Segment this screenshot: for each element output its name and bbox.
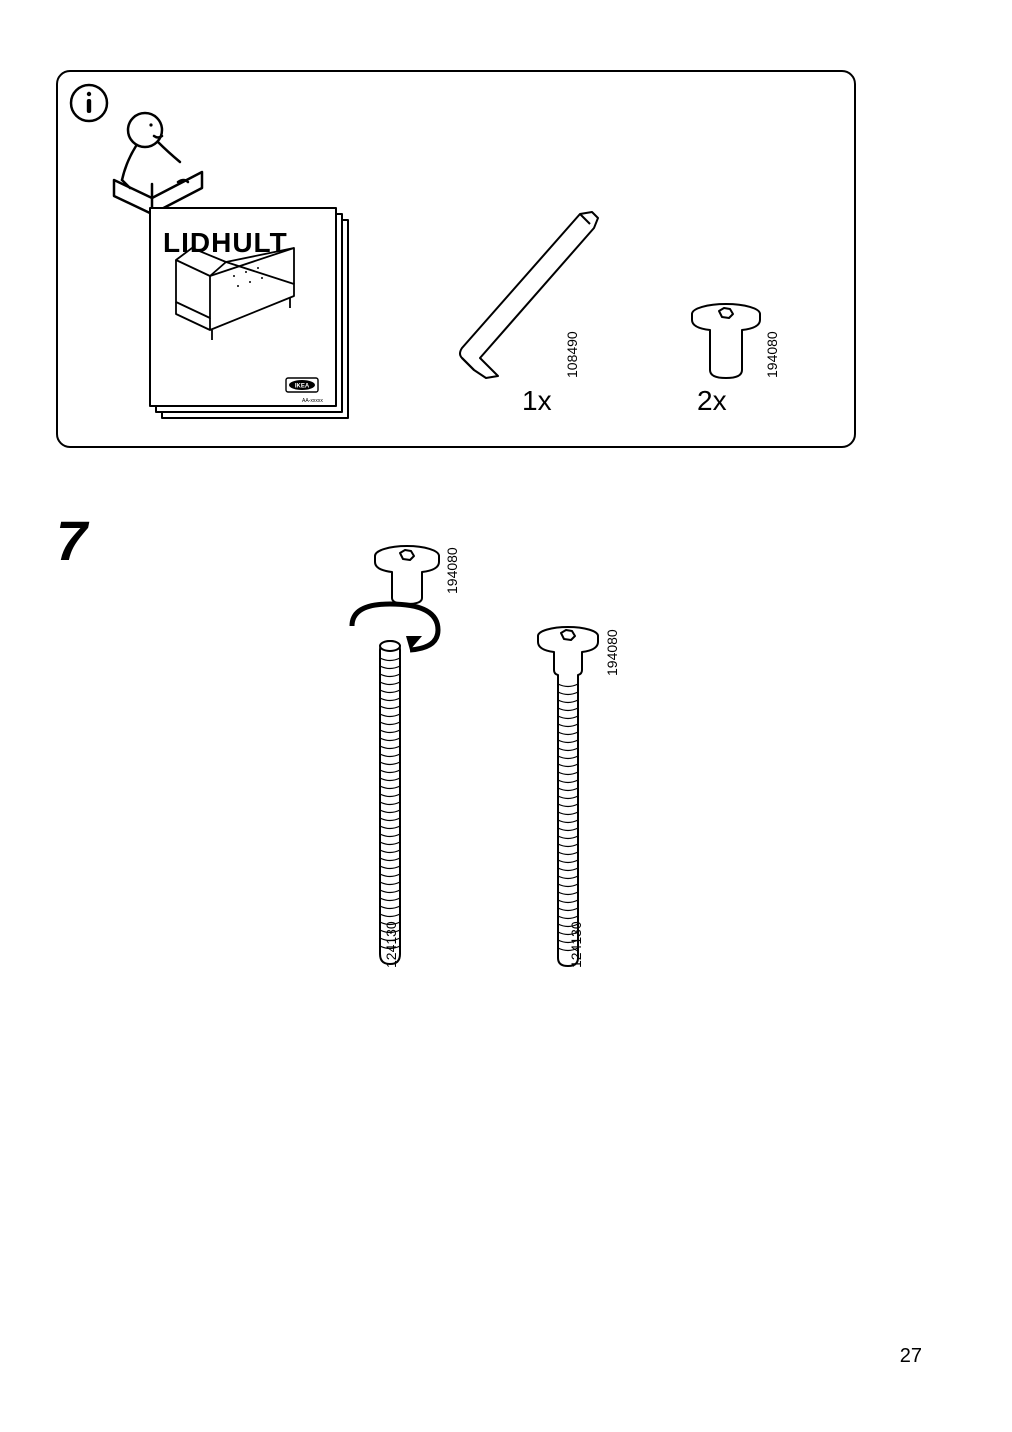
svg-text:AA-xxxxx: AA-xxxxx xyxy=(302,398,323,404)
hexkey-icon xyxy=(444,206,614,382)
info-icon xyxy=(68,82,110,124)
page-number: 27 xyxy=(900,1345,922,1368)
instruction-page: IKEA AA-xxxxx LIDHULT 1x 108490 2x 19408… xyxy=(0,0,1012,1432)
hexkey-qty-label: 1x xyxy=(522,385,552,417)
booklet-title: LIDHULT xyxy=(163,227,288,259)
bolt1-thread-part-number: 124130 xyxy=(383,921,399,968)
bolt1-cap-part-number: 194080 xyxy=(444,547,460,594)
hexkey-part-number: 108490 xyxy=(564,331,580,378)
svg-text:IKEA: IKEA xyxy=(295,384,310,390)
bolt2-cap-part-number: 194080 xyxy=(604,629,620,676)
capnut-icon xyxy=(686,300,772,380)
bolt-assembly-rotating-icon xyxy=(344,542,464,972)
capnut-qty-label: 2x xyxy=(697,385,727,417)
step-number: 7 xyxy=(56,508,87,573)
capnut-part-number: 194080 xyxy=(764,331,780,378)
bolt2-thread-part-number: 124130 xyxy=(568,921,584,968)
